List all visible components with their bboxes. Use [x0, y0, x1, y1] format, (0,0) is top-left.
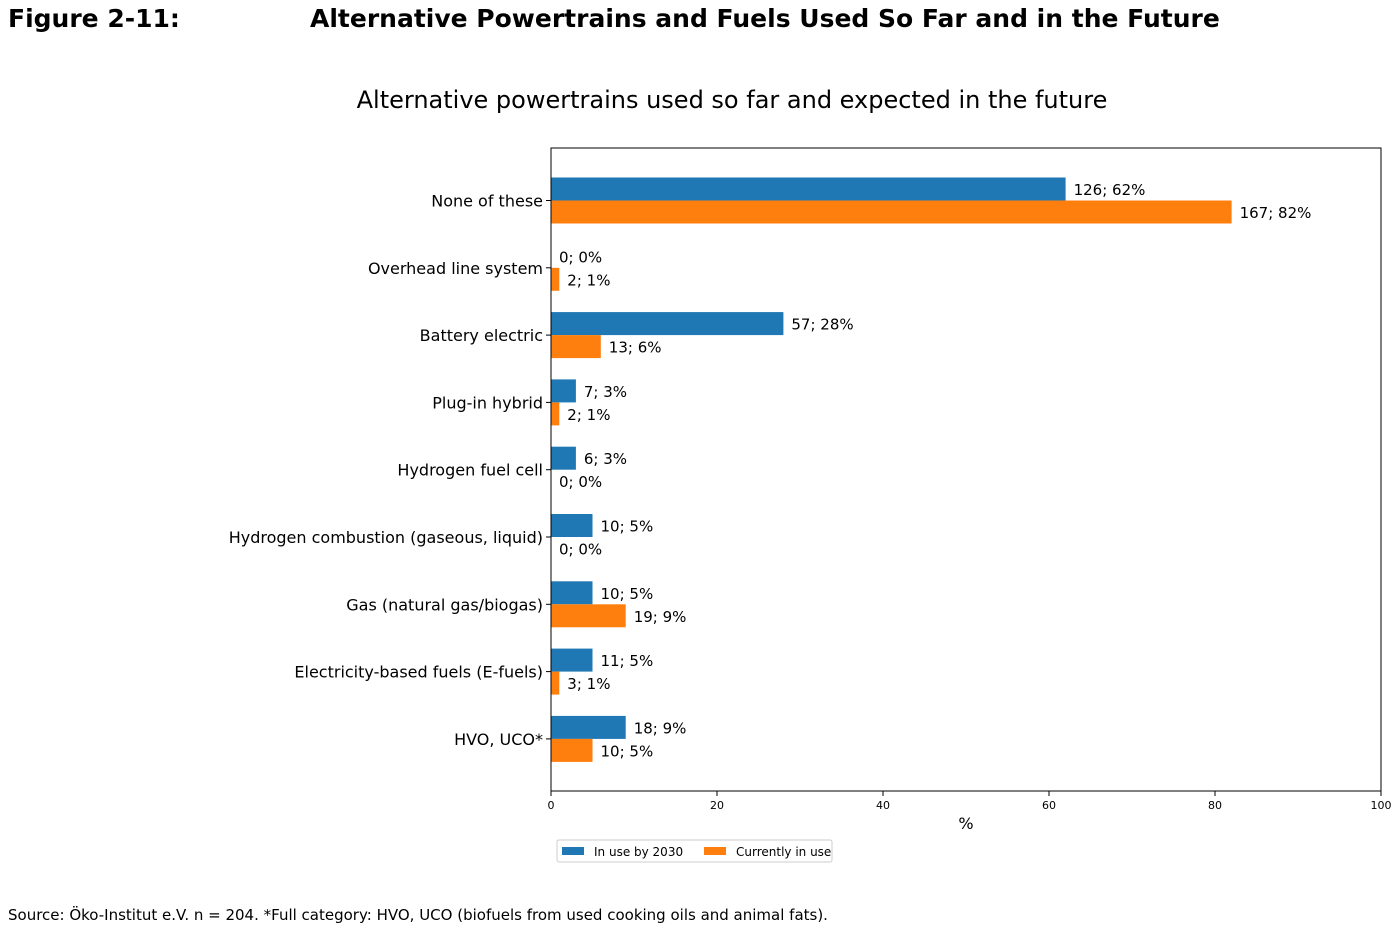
x-tick-label-100: 100 — [1371, 799, 1392, 812]
data-label-in-use-by-2030-gas-natural-gas-biogas: 10; 5% — [601, 585, 654, 603]
y-tick-label-none-of-these: None of these — [431, 192, 543, 211]
y-tick-label-hydrogen-combustion-gaseous-liquid: Hydrogen combustion (gaseous, liquid) — [229, 528, 543, 547]
bar-currently-in-use-overhead-line-system — [551, 267, 560, 291]
bar-in-use-by-2030-none-of-these — [551, 177, 1066, 201]
data-label-in-use-by-2030-overhead-line-system: 0; 0% — [559, 248, 602, 266]
data-label-in-use-by-2030-battery-electric: 57; 28% — [791, 316, 853, 334]
legend-label-currently-in-use: Currently in use — [736, 845, 831, 859]
legend-swatch-in-use-by-2030 — [562, 847, 584, 855]
bar-currently-in-use-battery-electric — [551, 335, 601, 359]
bar-currently-in-use-plug-in-hybrid — [551, 402, 560, 426]
data-label-in-use-by-2030-none-of-these: 126; 62% — [1074, 181, 1146, 199]
x-tick-label-20: 20 — [710, 799, 724, 812]
data-label-in-use-by-2030-electricity-based-fuels-e-fuels: 11; 5% — [601, 652, 654, 670]
data-label-currently-in-use-battery-electric: 13; 6% — [609, 339, 662, 357]
x-axis-label: % — [958, 814, 973, 833]
y-tick-label-electricity-based-fuels-e-fuels: Electricity-based fuels (E-fuels) — [294, 663, 543, 682]
data-label-in-use-by-2030-plug-in-hybrid: 7; 3% — [584, 383, 627, 401]
source-note: Source: Öko-Institut e.V. n = 204. *Full… — [8, 906, 828, 924]
bar-in-use-by-2030-plug-in-hybrid — [551, 379, 576, 403]
data-label-in-use-by-2030-hvo-uco: 18; 9% — [634, 719, 687, 737]
y-tick-label-battery-electric: Battery electric — [420, 326, 543, 345]
y-tick-label-hvo-uco: HVO, UCO* — [454, 730, 543, 749]
bar-currently-in-use-hvo-uco — [551, 738, 593, 762]
legend-label-in-use-by-2030: In use by 2030 — [594, 845, 683, 859]
x-tick-label-0: 0 — [548, 799, 555, 812]
x-tick-label-80: 80 — [1208, 799, 1222, 812]
plot-frame — [550, 147, 1382, 792]
bar-in-use-by-2030-hydrogen-combustion-gaseous-liquid — [551, 514, 593, 537]
data-label-in-use-by-2030-hydrogen-fuel-cell: 6; 3% — [584, 450, 627, 468]
figure-label: Figure 2-11: — [8, 4, 180, 33]
bar-in-use-by-2030-gas-natural-gas-biogas — [551, 581, 593, 605]
y-tick-label-gas-natural-gas-biogas: Gas (natural gas/biogas) — [346, 595, 543, 614]
data-label-currently-in-use-hydrogen-combustion-gaseous-liquid: 0; 0% — [559, 541, 602, 559]
y-tick-label-hydrogen-fuel-cell: Hydrogen fuel cell — [397, 461, 543, 480]
bar-currently-in-use-electricity-based-fuels-e-fuels — [551, 671, 560, 695]
data-label-currently-in-use-hydrogen-fuel-cell: 0; 0% — [559, 473, 602, 491]
x-tick-label-60: 60 — [1042, 799, 1056, 812]
bar-currently-in-use-gas-natural-gas-biogas — [551, 604, 626, 628]
legend: In use by 2030 Currently in use — [556, 839, 833, 863]
x-tick-label-40: 40 — [876, 799, 890, 812]
bar-chart: Alternative powertrains used so far and … — [229, 86, 1392, 863]
figure-title: Alternative Powertrains and Fuels Used S… — [310, 4, 1220, 33]
bar-in-use-by-2030-hydrogen-fuel-cell — [551, 446, 576, 470]
data-label-currently-in-use-hvo-uco: 10; 5% — [601, 742, 654, 760]
y-tick-label-overhead-line-system: Overhead line system — [368, 259, 543, 278]
y-tick-label-plug-in-hybrid: Plug-in hybrid — [432, 393, 543, 412]
bar-in-use-by-2030-electricity-based-fuels-e-fuels — [551, 648, 593, 672]
chart-title: Alternative powertrains used so far and … — [357, 86, 1108, 114]
legend-frame — [556, 839, 833, 863]
data-label-in-use-by-2030-hydrogen-combustion-gaseous-liquid: 10; 5% — [601, 518, 654, 536]
bar-currently-in-use-none-of-these — [551, 200, 1232, 224]
legend-swatch-currently-in-use — [704, 847, 726, 855]
bar-in-use-by-2030-hvo-uco — [551, 715, 626, 739]
data-label-currently-in-use-none-of-these: 167; 82% — [1240, 204, 1312, 222]
data-label-currently-in-use-overhead-line-system: 2; 1% — [567, 271, 610, 289]
data-label-currently-in-use-plug-in-hybrid: 2; 1% — [567, 406, 610, 424]
bar-in-use-by-2030-battery-electric — [551, 312, 784, 336]
data-label-currently-in-use-electricity-based-fuels-e-fuels: 3; 1% — [567, 675, 610, 693]
data-label-currently-in-use-gas-natural-gas-biogas: 19; 9% — [634, 608, 687, 626]
